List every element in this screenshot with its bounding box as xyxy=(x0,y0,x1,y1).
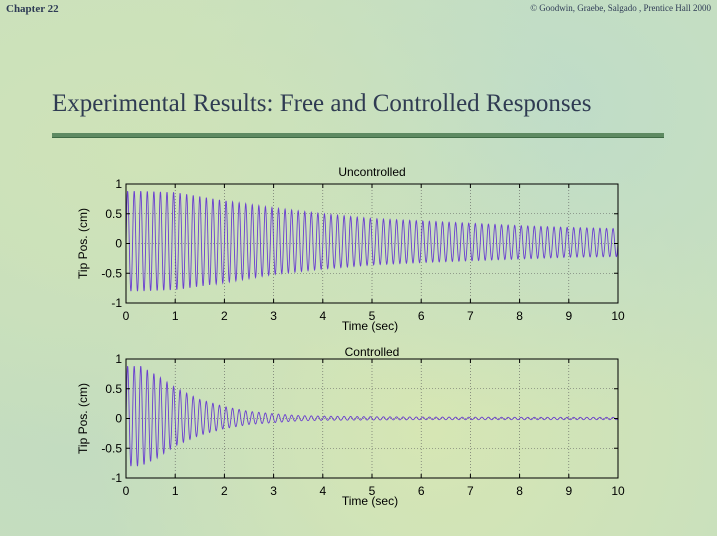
x-tick-label: 6 xyxy=(418,484,425,498)
x-tick-label: 7 xyxy=(467,484,474,498)
slide-title: Experimental Results: Free and Controlle… xyxy=(52,90,592,117)
x-axis-label: Time (sec) xyxy=(342,319,398,333)
x-tick-label: 1 xyxy=(172,484,179,498)
x-tick-label: 5 xyxy=(369,309,376,323)
x-tick-label: 6 xyxy=(418,309,425,323)
y-tick-label: 0.5 xyxy=(105,382,122,396)
copyright-notice: © Goodwin, Graebe, Salgado , Prentice Ha… xyxy=(530,3,711,13)
chart-controlled: 0 1 2 3 4 5 6 7 8 9 10 1 0.5 0 -0.5 -1 Controlled Time (s… xyxy=(76,345,625,508)
y-tick-label: -0.5 xyxy=(101,441,122,455)
y-tick-label: 0 xyxy=(115,237,122,251)
title-underline xyxy=(52,133,664,137)
signal-line xyxy=(125,366,619,467)
x-tick-label: 9 xyxy=(565,309,572,323)
y-tick-label: 0 xyxy=(115,412,122,426)
x-tick-label: 10 xyxy=(611,484,625,498)
x-tick-label: 2 xyxy=(221,309,228,323)
x-tick-label: 3 xyxy=(270,484,277,498)
x-tick-label: 9 xyxy=(565,484,572,498)
y-axis-label: Tip Pos. (cm) xyxy=(76,383,90,454)
y-tick-label: -1 xyxy=(111,296,122,310)
x-tick-label: 8 xyxy=(516,309,523,323)
x-tick-label: 10 xyxy=(611,309,625,323)
x-tick-label: 4 xyxy=(319,309,326,323)
y-tick-label: 1 xyxy=(115,177,122,191)
y-axis-label: Tip Pos. (cm) xyxy=(76,208,90,279)
x-tick-label: 0 xyxy=(123,484,130,498)
chapter-label: Chapter 22 xyxy=(6,3,59,15)
y-tick-label: -0.5 xyxy=(101,266,122,280)
x-tick-label: 8 xyxy=(516,484,523,498)
x-tick-label: 2 xyxy=(221,484,228,498)
chart-title: Controlled xyxy=(345,345,400,359)
y-tick-label: -1 xyxy=(111,471,122,485)
chart-title: Uncontrolled xyxy=(338,165,405,179)
x-tick-label: 4 xyxy=(319,484,326,498)
y-tick-label: 1 xyxy=(115,352,122,366)
x-tick-label: 7 xyxy=(467,309,474,323)
signal-line xyxy=(125,191,619,292)
x-tick-label: 5 xyxy=(369,484,376,498)
x-tick-label: 1 xyxy=(172,309,179,323)
chart-uncontrolled: 0 1 2 3 4 5 6 7 8 9 10 1 0.5 0 -0.5 -1 Uncontrolled Time … xyxy=(76,165,625,333)
x-axis-label: Time (sec) xyxy=(342,494,398,508)
x-tick-label: 0 xyxy=(123,309,130,323)
y-tick-label: 0.5 xyxy=(105,207,122,221)
x-tick-label: 3 xyxy=(270,309,277,323)
